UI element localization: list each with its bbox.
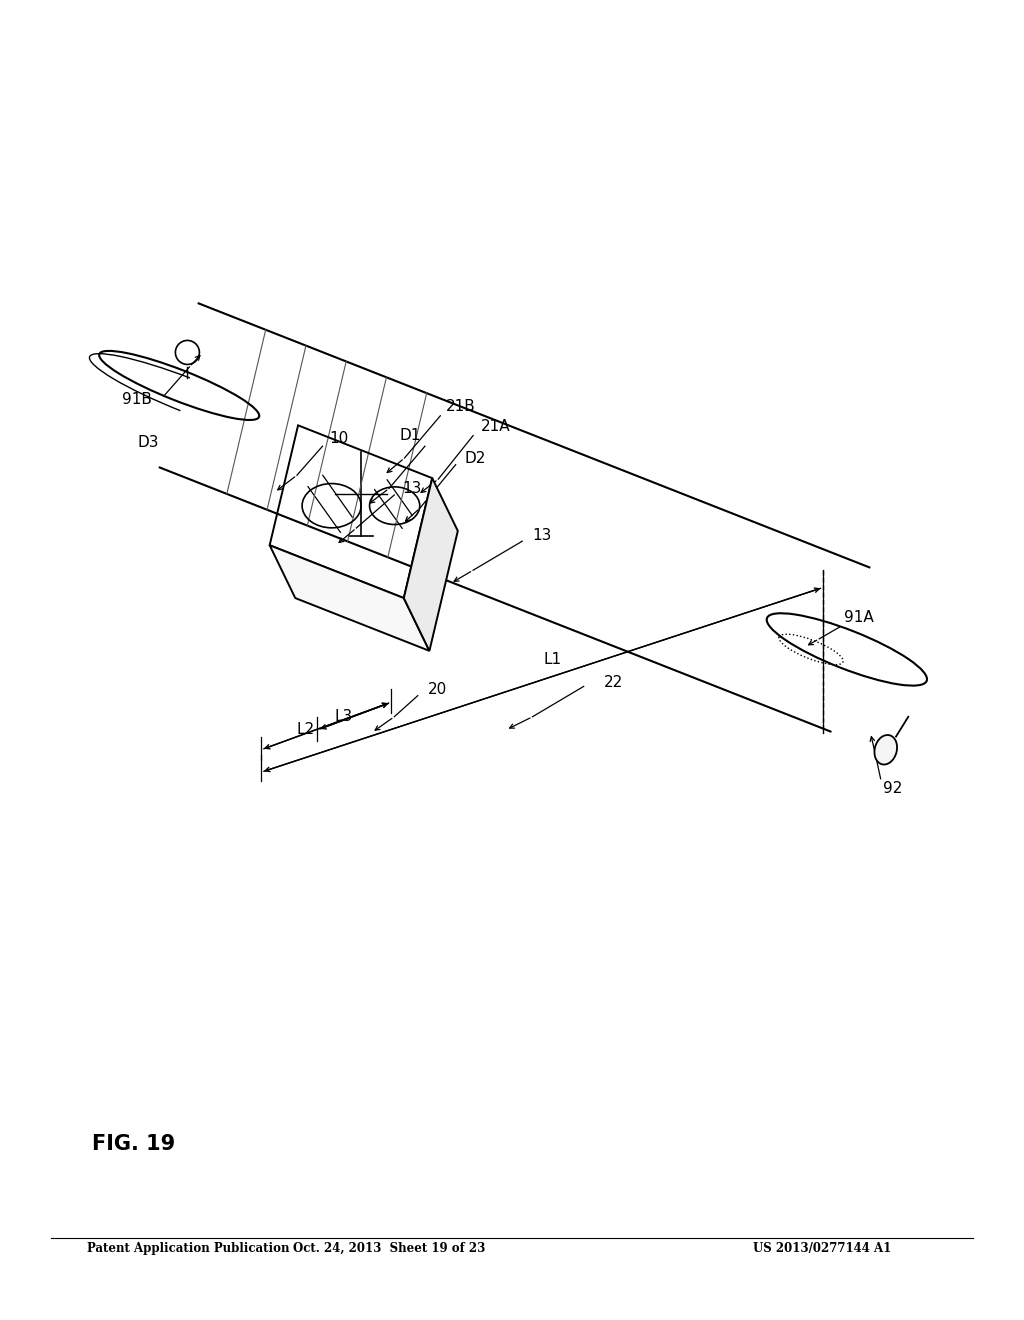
Text: D2: D2 bbox=[465, 450, 486, 466]
Text: FIG. 19: FIG. 19 bbox=[92, 1134, 175, 1155]
Text: 13: 13 bbox=[402, 480, 422, 496]
Text: D1: D1 bbox=[399, 428, 421, 444]
Text: 91B: 91B bbox=[122, 392, 152, 408]
Text: 22: 22 bbox=[604, 675, 624, 690]
Text: Patent Application Publication: Patent Application Publication bbox=[87, 1242, 290, 1255]
Text: 92: 92 bbox=[883, 780, 902, 796]
Text: L2: L2 bbox=[296, 722, 314, 738]
Polygon shape bbox=[403, 478, 458, 651]
Text: 10: 10 bbox=[330, 430, 349, 446]
Polygon shape bbox=[269, 545, 429, 651]
Text: L3: L3 bbox=[335, 709, 353, 725]
Text: 21A: 21A bbox=[481, 418, 511, 434]
Text: D3: D3 bbox=[137, 434, 159, 450]
Text: Oct. 24, 2013  Sheet 19 of 23: Oct. 24, 2013 Sheet 19 of 23 bbox=[293, 1242, 485, 1255]
Ellipse shape bbox=[874, 735, 897, 764]
Text: US 2013/0277144 A1: US 2013/0277144 A1 bbox=[753, 1242, 891, 1255]
Text: L1: L1 bbox=[544, 652, 562, 668]
Text: 20: 20 bbox=[428, 681, 447, 697]
Text: 21B: 21B bbox=[445, 399, 475, 414]
Text: 13: 13 bbox=[532, 528, 552, 544]
Text: 91A: 91A bbox=[844, 610, 873, 626]
